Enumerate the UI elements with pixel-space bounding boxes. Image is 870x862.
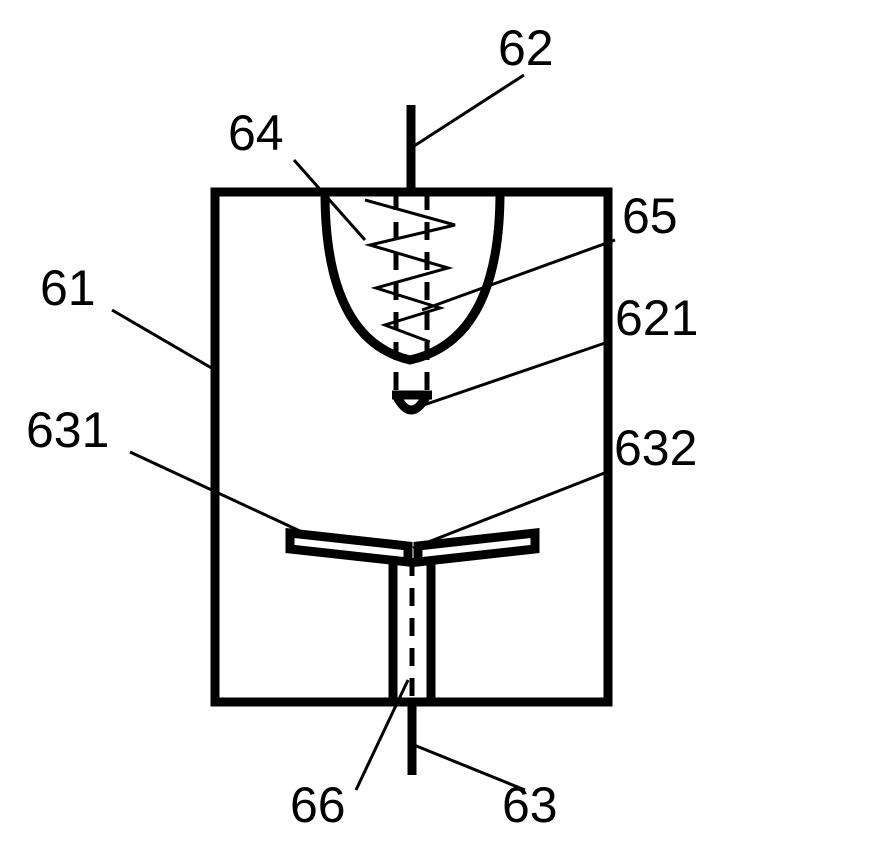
leader-66 [356,680,408,790]
label-66: 66 [290,777,346,833]
mechanical-diagram: 62 64 65 61 621 631 632 66 63 [0,0,870,862]
platform-left [290,533,408,562]
platform-right [418,533,535,562]
label-632: 632 [614,420,697,476]
label-621: 621 [615,290,698,346]
leader-65 [422,240,615,310]
label-61: 61 [40,260,96,316]
label-65: 65 [622,188,678,244]
leader-62 [411,75,524,148]
leader-61 [112,310,215,370]
leader-621 [415,342,608,408]
label-631: 631 [26,402,109,458]
label-64: 64 [228,105,284,161]
label-63: 63 [502,777,558,833]
label-62: 62 [498,20,554,76]
platform-assembly [290,533,535,562]
leader-631 [130,452,315,538]
spring-coil [365,200,455,342]
shaft-tip [392,395,432,410]
